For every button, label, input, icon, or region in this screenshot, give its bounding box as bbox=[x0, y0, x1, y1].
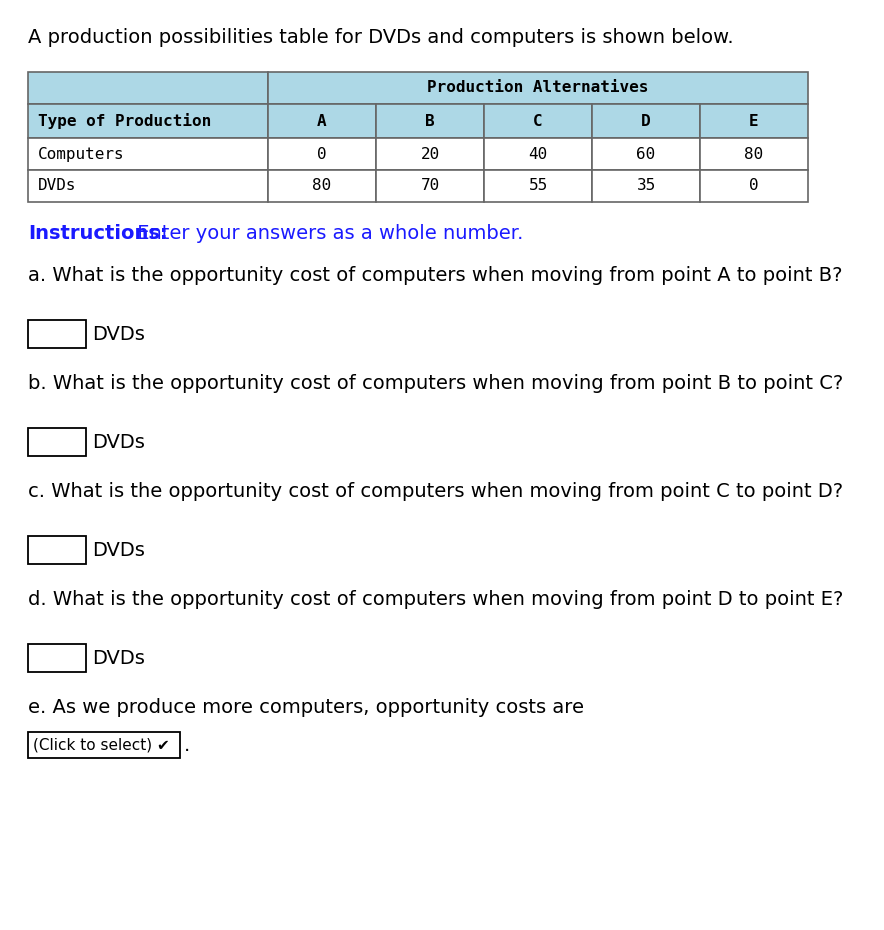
Text: A production possibilities table for DVDs and computers is shown below.: A production possibilities table for DVD… bbox=[28, 28, 734, 47]
Text: b. What is the opportunity cost of computers when moving from point B to point C: b. What is the opportunity cost of compu… bbox=[28, 374, 843, 393]
Text: 80: 80 bbox=[744, 147, 764, 162]
Text: Computers: Computers bbox=[38, 147, 125, 162]
Text: Instructions:: Instructions: bbox=[28, 224, 168, 243]
Text: B: B bbox=[425, 113, 435, 128]
Text: 55: 55 bbox=[529, 179, 547, 193]
Text: DVDs: DVDs bbox=[38, 179, 77, 193]
Text: 0: 0 bbox=[749, 179, 758, 193]
Text: 80: 80 bbox=[312, 179, 332, 193]
Text: 35: 35 bbox=[636, 179, 656, 193]
Text: 0: 0 bbox=[317, 147, 327, 162]
Text: 70: 70 bbox=[421, 179, 439, 193]
Text: DVDs: DVDs bbox=[92, 540, 145, 560]
Text: 20: 20 bbox=[421, 147, 439, 162]
Text: E: E bbox=[749, 113, 758, 128]
Text: Production Alternatives: Production Alternatives bbox=[427, 81, 649, 96]
Text: (Click to select) ✔: (Click to select) ✔ bbox=[33, 737, 170, 752]
Text: Enter your answers as a whole number.: Enter your answers as a whole number. bbox=[131, 224, 523, 243]
Text: c. What is the opportunity cost of computers when moving from point C to point D: c. What is the opportunity cost of compu… bbox=[28, 482, 843, 501]
Text: A: A bbox=[317, 113, 327, 128]
Text: DVDs: DVDs bbox=[92, 432, 145, 451]
Text: C: C bbox=[533, 113, 543, 128]
Text: DVDs: DVDs bbox=[92, 325, 145, 343]
Text: DVDs: DVDs bbox=[92, 648, 145, 668]
Text: D: D bbox=[641, 113, 651, 128]
Text: .: . bbox=[184, 736, 190, 754]
Text: d. What is the opportunity cost of computers when moving from point D to point E: d. What is the opportunity cost of compu… bbox=[28, 590, 843, 609]
Text: a. What is the opportunity cost of computers when moving from point A to point B: a. What is the opportunity cost of compu… bbox=[28, 266, 842, 285]
Text: Type of Production: Type of Production bbox=[38, 113, 211, 129]
Text: e. As we produce more computers, opportunity costs are: e. As we produce more computers, opportu… bbox=[28, 698, 584, 717]
Text: 60: 60 bbox=[636, 147, 656, 162]
Text: 40: 40 bbox=[529, 147, 547, 162]
